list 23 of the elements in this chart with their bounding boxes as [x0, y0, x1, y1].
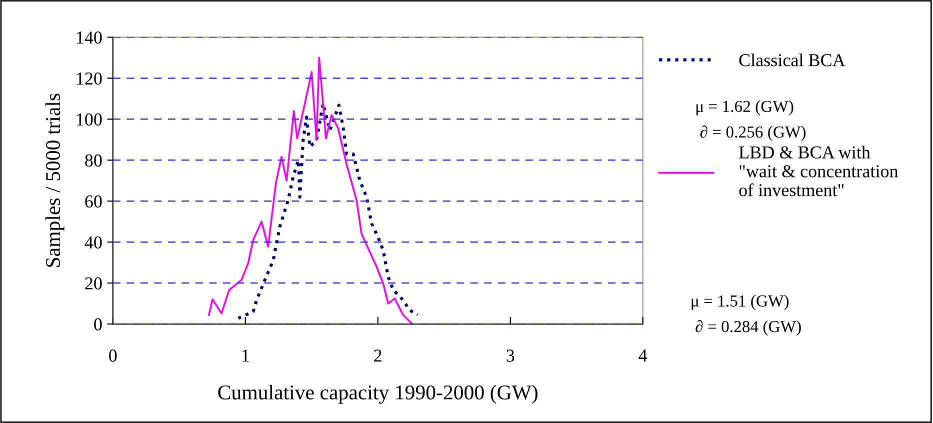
y-tick-label: 100	[76, 113, 102, 126]
text: ∂ = 0.256 (GW)	[700, 125, 806, 142]
line-series	[208, 56, 414, 324]
y-axis-title: Samples / 5000 trials	[45, 94, 64, 267]
x-axis-title: Cumulative capacity 1990-2000 (GW)	[218, 384, 538, 404]
y-tick-label: 80	[85, 154, 102, 167]
x-tick-label: 1	[242, 350, 249, 362]
y-tick-label: 20	[85, 277, 102, 290]
text: μ = 1.62 (GW)	[696, 100, 794, 116]
x-tick-label: 2	[374, 350, 382, 362]
x-tick-label: 4	[638, 350, 648, 362]
text: μ = 1.51 (GW)	[692, 294, 789, 310]
line-series	[236, 102, 420, 320]
y-tick-label: 0	[94, 318, 102, 330]
legend-label: Classical BCA	[739, 54, 846, 66]
x-tick-label: 0	[109, 350, 117, 362]
y-tick-label: 40	[84, 236, 102, 249]
y-tick-label: 120	[76, 72, 102, 85]
x-tick-label: 3	[506, 350, 514, 362]
text: ∂ = 0.284 (GW)	[696, 320, 801, 336]
legend-label: LBD & BCA with "wait & concentration of investment"	[739, 146, 898, 196]
y-tick-label: 60	[85, 195, 102, 208]
y-tick-label: 140	[76, 31, 102, 44]
